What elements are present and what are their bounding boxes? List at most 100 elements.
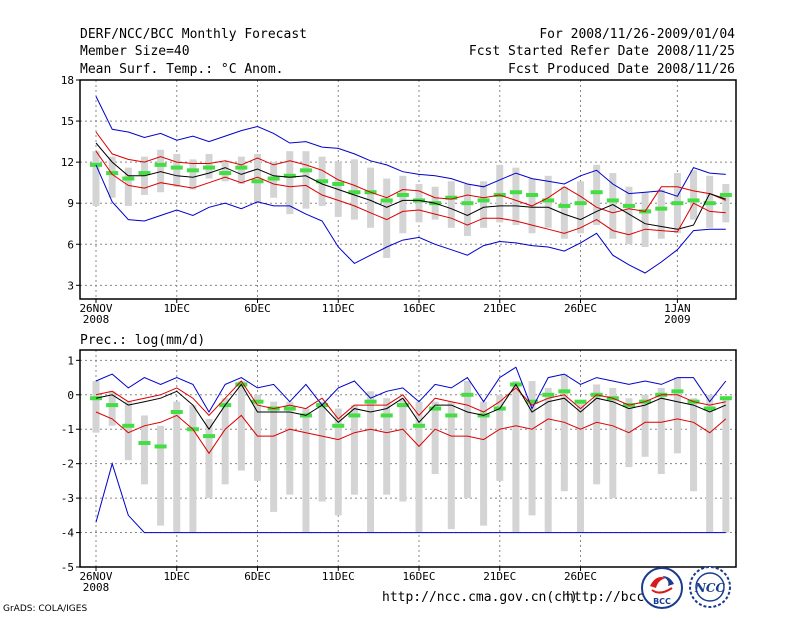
panel1-member-box	[577, 181, 584, 234]
bcc-logo-text: BCC	[653, 597, 671, 606]
panel1-member-box	[512, 167, 520, 226]
panel1-median-bar	[574, 201, 587, 206]
panel1-median-bar	[267, 176, 280, 181]
forecast-period: For 2008/11/26-2009/01/04	[539, 27, 735, 42]
panel1-series-lower	[95, 150, 726, 236]
panel2-median-bar	[348, 413, 361, 418]
panel2-series-upper	[95, 380, 726, 420]
panel1-median-bar	[719, 192, 732, 197]
panel2-xtick-label: 1DEC	[164, 570, 191, 583]
panel2-ytick-label: -5	[61, 561, 74, 574]
panel2-median-bar	[719, 396, 732, 401]
panel1-member-box	[415, 184, 423, 223]
ncc-url[interactable]: http://ncc.cma.gov.cn(ch)	[382, 590, 578, 605]
panel2-ytick-label: -3	[61, 492, 74, 505]
panel2-member-box	[480, 401, 488, 526]
ncc-logo-text: NCC	[694, 581, 726, 595]
grads-credit: GrADS: COLA/IGES	[3, 604, 88, 614]
panel1-median-bar	[138, 171, 151, 176]
panel2-ytick-label: 0	[67, 389, 74, 402]
panel1-member-box	[173, 153, 181, 187]
panel2-member-box	[334, 408, 342, 516]
panel2-member-box	[560, 374, 568, 492]
forecast-produced-date: Fcst Produced Date 2008/11/26	[508, 62, 735, 77]
panel2-member-box	[157, 425, 165, 526]
panel2-member-box	[544, 387, 552, 533]
panel2-member-box	[673, 377, 681, 454]
panel1-median-bar	[106, 171, 119, 176]
panel2-member-box	[641, 394, 649, 457]
panel1-median-bar	[445, 195, 458, 200]
panel2-member-box	[286, 401, 294, 495]
panel2-median-bar	[461, 392, 474, 397]
panel2-member-box	[205, 418, 213, 499]
panel1-median-bar	[299, 168, 312, 173]
panel1-xtick-label: 6DEC	[244, 302, 271, 315]
panel2-member-box	[173, 401, 181, 533]
panel1-median-bar	[477, 198, 490, 203]
temp-panel-title: Mean Surf. Temp.: °C Anom.	[80, 62, 284, 77]
panel1-member-box	[625, 186, 633, 245]
panel1-member-box	[447, 181, 455, 228]
panel2-ytick-label: 1	[67, 354, 74, 367]
panel2-member-box	[593, 384, 601, 485]
panel2-member-box	[270, 401, 278, 512]
panel1-member-box	[463, 184, 471, 237]
panel1-median-bar	[396, 192, 409, 197]
panel1-median-bar	[509, 190, 522, 195]
panel1-member-box	[593, 164, 601, 226]
panel2-series-lower	[95, 411, 727, 455]
panel2-median-bar	[558, 389, 571, 394]
panel2-median-bar	[203, 434, 216, 439]
bcc-url[interactable]: http://bcc.c	[566, 590, 660, 605]
panel1-median-bar	[687, 198, 700, 203]
panel1-median-bar	[332, 182, 345, 187]
member-size: Member Size=40	[80, 44, 190, 59]
panel1-member-box	[657, 189, 665, 239]
panel1-member-box	[722, 184, 730, 223]
panel2-member-box	[690, 398, 698, 492]
panel1-member-box	[302, 151, 310, 209]
panel2-member-box	[657, 387, 665, 474]
panel1-member-box	[480, 181, 488, 228]
panel1-frame	[79, 79, 737, 300]
panel1-member-box	[237, 156, 245, 185]
panel1-ytick-label: 3	[67, 279, 74, 292]
panel2-series-mean	[95, 383, 726, 431]
panel2-median-bar	[138, 441, 151, 445]
panel1-series-mean	[95, 142, 726, 230]
panel2-member-box	[350, 405, 358, 495]
panel2-median-bar	[251, 399, 264, 404]
bcc-logo-icon: BCC	[641, 567, 683, 609]
panel1-series-upper	[95, 131, 726, 214]
panel1-median-bar	[235, 165, 248, 170]
panel2-xtick-label: 21DEC	[483, 570, 516, 583]
panel1-median-bar	[380, 198, 393, 203]
panel2-member-box	[706, 394, 714, 533]
panel2-median-bar	[445, 413, 458, 418]
panel2-member-box	[108, 391, 116, 426]
panel2-median-bar	[671, 389, 684, 394]
panel2-member-box	[512, 381, 520, 533]
panel1-xtick-label: 1JAN	[664, 302, 691, 315]
panel2-year-label: 2008	[83, 581, 110, 594]
panel2-median-bar	[526, 399, 539, 404]
panel2-member-box	[447, 401, 455, 530]
panel1-median-bar	[170, 165, 183, 170]
panel2-member-box	[237, 381, 245, 471]
panel2-member-box	[399, 398, 407, 502]
panel2-median-bar	[380, 413, 393, 418]
panel2-ytick-label: -4	[61, 527, 75, 540]
ncc-logo-icon: NCC	[689, 566, 731, 608]
panel1-median-bar	[606, 198, 619, 203]
panel1-member-box	[286, 151, 294, 215]
panel1-median-bar	[219, 171, 232, 176]
panel2-member-box	[189, 405, 197, 533]
panel2-member-box	[463, 381, 471, 499]
panel1-member-box	[641, 192, 649, 247]
panel2-member-box	[367, 391, 375, 533]
panel2-member-box	[431, 401, 439, 474]
panel2-member-box	[496, 394, 504, 481]
panel1-median-bar	[461, 201, 474, 206]
panel1-xtick-label: 11DEC	[322, 302, 355, 315]
